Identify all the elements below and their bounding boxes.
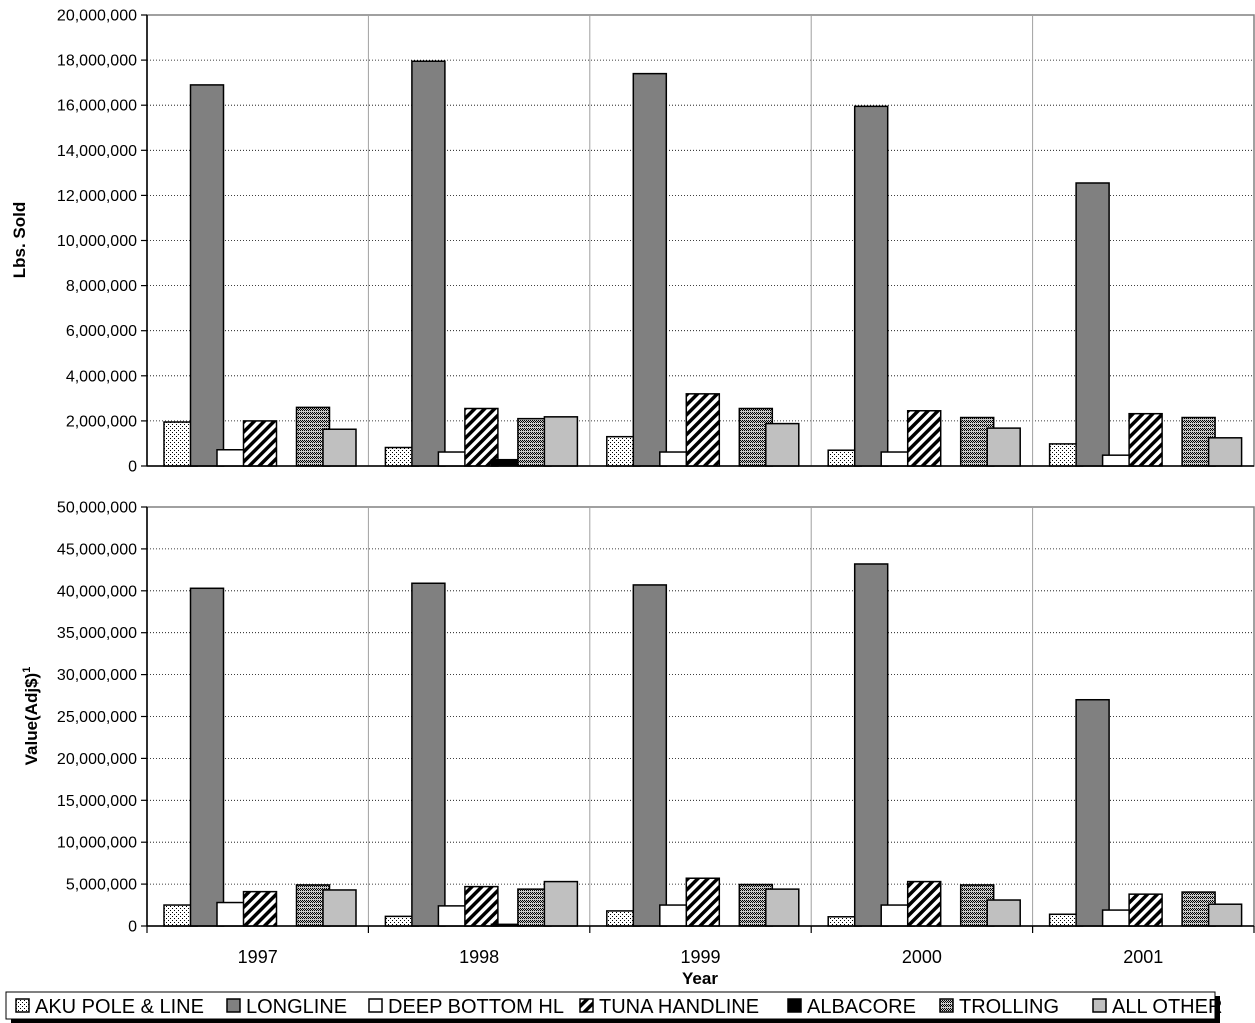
x-axis-title: Year bbox=[682, 969, 718, 988]
value-y-tick-label: 15,000,000 bbox=[57, 793, 137, 810]
lbs-bar-tuna-handline-2000 bbox=[906, 410, 942, 467]
value-bar-longline-2001 bbox=[1075, 698, 1110, 927]
lbs-bar-all-other-1998 bbox=[543, 416, 579, 467]
lbs-y-tick-label: 0 bbox=[128, 459, 137, 476]
value-bar-all-other-1997 bbox=[322, 889, 357, 927]
value-bar-all-other-1999 bbox=[765, 888, 800, 927]
lbs-bar-longline-2001 bbox=[1075, 182, 1110, 467]
value-bar-longline-2000 bbox=[853, 563, 889, 927]
legend-label-trolling: TROLLING bbox=[959, 996, 1059, 1018]
value-plot-area bbox=[146, 506, 1255, 927]
legend-swatch-tuna-handline bbox=[579, 998, 594, 1013]
value-y-tick-label: 20,000,000 bbox=[57, 751, 137, 768]
lbs-y-tick-label: 8,000,000 bbox=[66, 278, 137, 295]
lbs-bar-tuna-handline-1998 bbox=[464, 407, 499, 467]
legend-box bbox=[5, 991, 1216, 1020]
value-y-ticks: 0 5,000,000 10,000,000 15,000,000 20,000,000… bbox=[57, 500, 1255, 936]
lbs-bar-tuna-handline-1999 bbox=[685, 393, 721, 467]
lbs-y-tick-label: 20,000,000 bbox=[57, 8, 137, 25]
value-y-tick-label: 10,000,000 bbox=[57, 835, 137, 852]
lbs-bar-tuna-handline-2001 bbox=[1128, 412, 1163, 467]
lbs-gridlines bbox=[147, 15, 1254, 466]
lbs-y-tick-label: 2,000,000 bbox=[66, 413, 137, 430]
lbs-bar-all-other-1999 bbox=[765, 422, 800, 467]
lbs-bar-longline-1999 bbox=[632, 72, 668, 467]
legend-swatch-aku-pole-line bbox=[15, 998, 30, 1013]
value-x-tick-labels: 1997 1998 1999 2000 2001 bbox=[238, 947, 1164, 967]
x-tick-label-1997: 1997 bbox=[238, 947, 278, 967]
legend-swatch-trolling bbox=[939, 998, 954, 1013]
value-bar-tuna-handline-1999 bbox=[685, 877, 721, 927]
value-gridlines bbox=[147, 507, 1254, 926]
value-bar-all-other-1998 bbox=[543, 880, 579, 927]
lbs-y-ticks: 0 2,000,000 4,000,000 6,000,000 8,000,000 10,… bbox=[57, 8, 147, 476]
value-bar-longline-1999 bbox=[632, 584, 668, 927]
lbs-y-tick-label: 18,000,000 bbox=[57, 53, 137, 70]
value-y-tick-label: 30,000,000 bbox=[57, 667, 137, 684]
lbs-y-tick-label: 14,000,000 bbox=[57, 143, 137, 160]
value-bar-longline-1998 bbox=[411, 582, 446, 927]
legend-label-tuna-handline: TUNA HANDLINE bbox=[599, 996, 759, 1018]
lbs-y-tick-label: 4,000,000 bbox=[66, 368, 137, 385]
lbs-bar-all-other-1997 bbox=[322, 428, 357, 467]
legend-label-aku-pole-line: AKU POLE & LINE bbox=[35, 996, 204, 1018]
lbs-bar-longline-1997 bbox=[189, 84, 225, 467]
value-bar-tuna-handline-2001 bbox=[1128, 893, 1163, 927]
lbs-y-tick-label: 10,000,000 bbox=[57, 233, 137, 250]
legend-swatch-longline bbox=[226, 998, 241, 1013]
lbs-bar-tuna-handline-1997 bbox=[242, 420, 278, 467]
lbs-y-tick-label: 16,000,000 bbox=[57, 98, 137, 115]
value-y-tick-label: 5,000,000 bbox=[66, 877, 137, 894]
legend-label-deep-bottom-hl: DEEP BOTTOM HL bbox=[388, 996, 564, 1018]
value-bar-longline-1997 bbox=[189, 587, 225, 927]
value-bar-tuna-handline-1997 bbox=[242, 890, 278, 927]
lbs-y-tick-label: 12,000,000 bbox=[57, 188, 137, 205]
legend-swatch-all-other bbox=[1092, 998, 1107, 1013]
x-tick-label-2001: 2001 bbox=[1123, 947, 1163, 967]
value-y-axis-title-text: Value(Adj$) bbox=[22, 673, 41, 766]
x-tick-label-1998: 1998 bbox=[459, 947, 499, 967]
legend-label-longline: LONGLINE bbox=[246, 996, 347, 1018]
x-tick-label-1999: 1999 bbox=[680, 947, 720, 967]
lbs-plot-area bbox=[146, 14, 1255, 467]
legend-swatch-albacore bbox=[787, 998, 802, 1013]
lbs-bar-all-other-2000 bbox=[986, 427, 1021, 467]
lbs-bar-all-other-2001 bbox=[1207, 437, 1243, 467]
value-y-tick-label: 35,000,000 bbox=[57, 625, 137, 642]
lbs-sold-panel: 0 2,000,000 4,000,000 6,000,000 8,000,000 10,… bbox=[10, 8, 1255, 476]
value-y-tick-label: 25,000,000 bbox=[57, 709, 137, 726]
value-y-axis-title: Value(Adj$)1 bbox=[21, 667, 41, 766]
value-bar-all-other-2001 bbox=[1207, 903, 1243, 927]
legend: AKU POLE & LINE LONGLINE DEEP BOTTOM HL TUN… bbox=[5, 991, 1222, 1023]
value-y-tick-label: 40,000,000 bbox=[57, 583, 137, 600]
value-y-tick-label: 45,000,000 bbox=[57, 541, 137, 558]
value-bar-tuna-handline-2000 bbox=[906, 880, 942, 927]
legend-label-all-other: ALL OTHER bbox=[1112, 996, 1222, 1018]
lbs-bar-longline-2000 bbox=[853, 105, 889, 467]
lbs-y-tick-label: 6,000,000 bbox=[66, 323, 137, 340]
lbs-bar-longline-1998 bbox=[411, 60, 446, 467]
value-y-axis-title-sup: 1 bbox=[21, 667, 33, 673]
lbs-y-axis-title: Lbs. Sold bbox=[10, 202, 29, 279]
value-y-tick-label: 50,000,000 bbox=[57, 500, 137, 517]
value-bar-tuna-handline-1998 bbox=[464, 885, 499, 927]
value-panel: 0 5,000,000 10,000,000 15,000,000 20,000,000… bbox=[21, 500, 1255, 988]
legend-label-albacore: ALBACORE bbox=[807, 996, 916, 1018]
value-bars bbox=[163, 563, 1243, 927]
x-tick-label-2000: 2000 bbox=[902, 947, 942, 967]
value-bar-all-other-2000 bbox=[986, 899, 1021, 927]
value-y-tick-label: 0 bbox=[128, 919, 137, 936]
legend-swatch-deep-bottom-hl bbox=[368, 998, 383, 1013]
